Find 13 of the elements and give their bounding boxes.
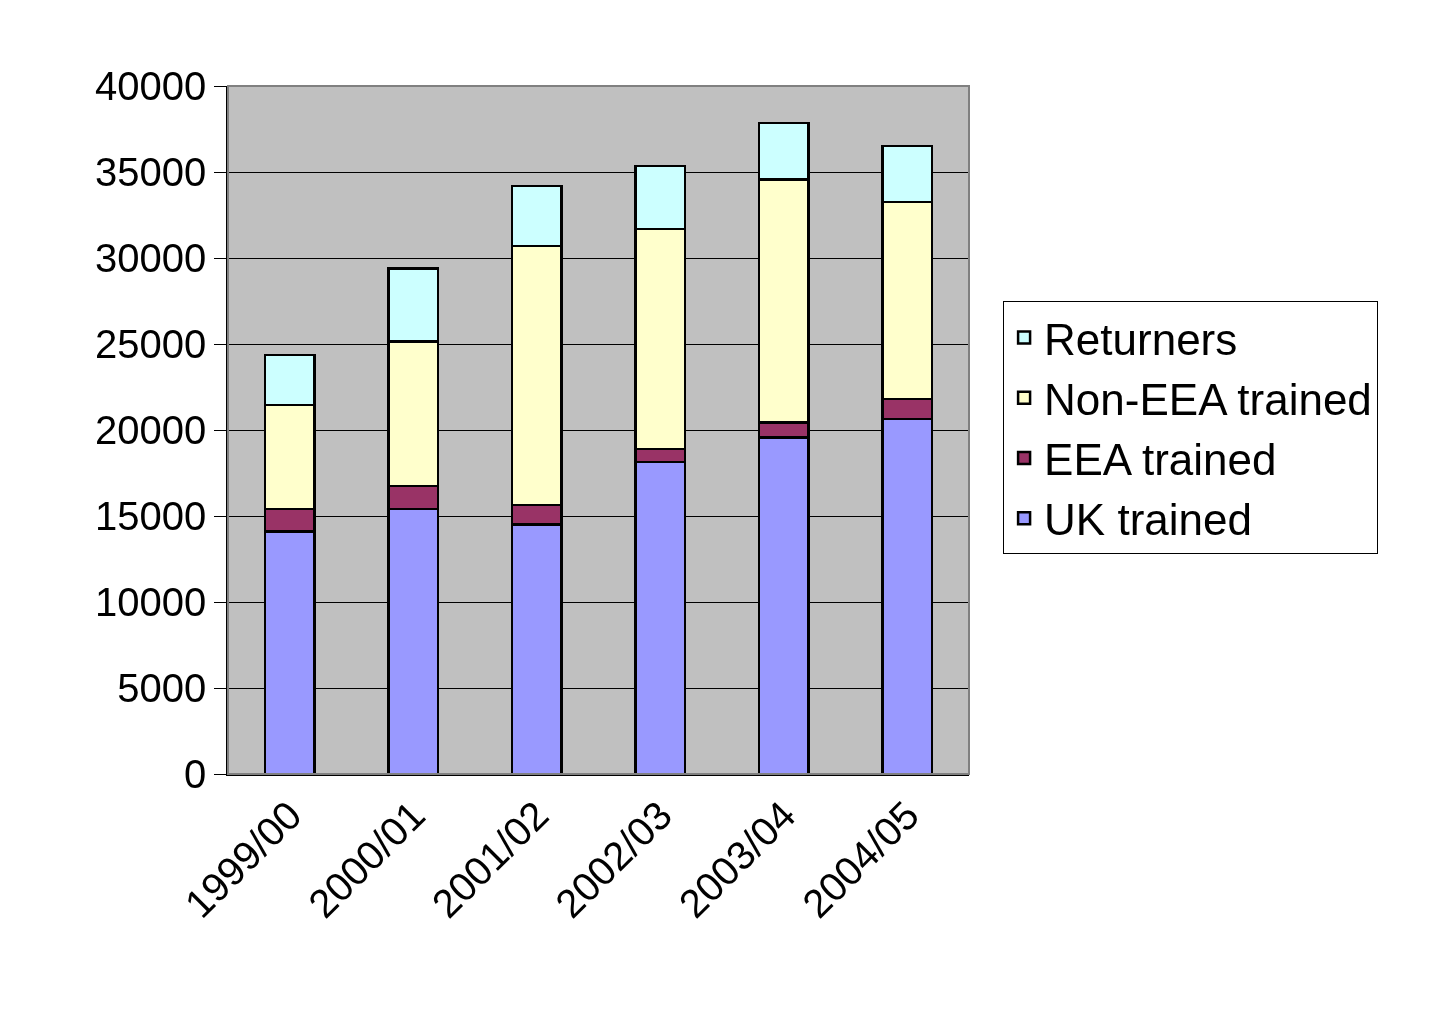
- y-tick-label: 25000: [95, 322, 207, 366]
- legend-label: EEA trained: [1044, 435, 1277, 485]
- y-tick-label: 40000: [95, 64, 207, 108]
- legend-label: Non-EEA trained: [1044, 374, 1372, 424]
- y-tick-label: 20000: [95, 408, 207, 452]
- y-tick-label: 5000: [117, 666, 207, 710]
- y-tick-label: 35000: [95, 150, 207, 194]
- y-tick-label: 0: [184, 752, 207, 796]
- legend-label: UK trained: [1044, 495, 1252, 545]
- y-tick-label: 15000: [95, 494, 207, 538]
- legend-label: Returners: [1044, 314, 1238, 364]
- y-tick-label: 10000: [95, 580, 207, 624]
- y-tick-label: 30000: [95, 236, 207, 280]
